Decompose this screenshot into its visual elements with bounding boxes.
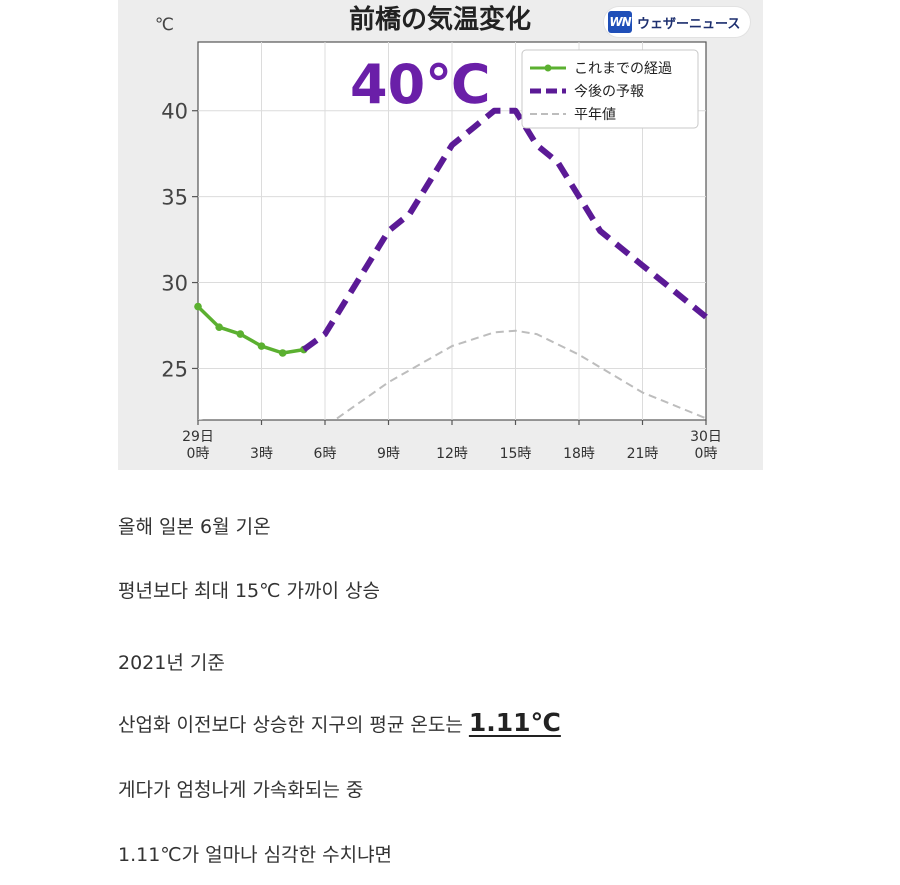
y-tick-label-0: 25 bbox=[161, 357, 188, 381]
emphasis-value: 1.11℃ bbox=[468, 708, 561, 737]
series-1-line bbox=[302, 107, 708, 353]
temperature-chart: 25 30 35 40 29日 0時 3時 6時 9時 12時 15時 18時 21時 30日 0時 ℃ 前橋の… bbox=[118, 0, 763, 470]
peak-annotation: 40℃ bbox=[350, 53, 491, 116]
x-tick-label-0: 0時 bbox=[187, 446, 210, 462]
x-tick-label-2: 6時 bbox=[314, 446, 337, 462]
x-tick-label-7: 21時 bbox=[627, 446, 659, 462]
series-0-point-4 bbox=[278, 349, 287, 357]
legend-label-2: 平年値 bbox=[574, 107, 616, 123]
y-tick-label-2: 35 bbox=[161, 186, 188, 210]
series-0-point-2 bbox=[236, 330, 245, 338]
legend-label-0: これまでの経過 bbox=[574, 61, 672, 77]
x-tick-label-3: 9時 bbox=[377, 446, 400, 462]
x-tick-label-6: 18時 bbox=[563, 446, 595, 462]
series-0-point-1 bbox=[215, 323, 223, 332]
x-tick-label-5: 15時 bbox=[500, 446, 532, 462]
brand-badge: WN ウェザーニュース bbox=[604, 7, 751, 37]
x-tick-label-top-0: 29日 bbox=[182, 429, 214, 445]
x-tick-label-top-8: 30日 bbox=[690, 429, 722, 445]
weathernews-logo-icon: WN bbox=[608, 11, 632, 33]
x-tick-label-1: 3時 bbox=[250, 446, 273, 462]
y-tick-label-3: 40 bbox=[161, 100, 188, 124]
chart-title: 前橋の気温変化 bbox=[349, 4, 531, 35]
x-tick-label-4: 12時 bbox=[436, 446, 468, 462]
legend-marker-0 bbox=[544, 64, 552, 72]
brand-name: ウェザーニュース bbox=[637, 16, 741, 32]
y-tick-label-1: 30 bbox=[161, 272, 188, 296]
article-line-3: 2021년 기준 bbox=[118, 652, 225, 674]
y-unit-label: ℃ bbox=[155, 15, 174, 35]
series-0-point-3 bbox=[257, 342, 266, 350]
article-line-1: 올해 일본 6월 기온 bbox=[118, 516, 271, 538]
x-tick-label-8: 0時 bbox=[695, 446, 718, 462]
article-line-2: 평년보다 최대 15℃ 가까이 상승 bbox=[118, 580, 380, 602]
article-line-4-text: 산업화 이전보다 상승한 지구의 평균 온도는 bbox=[118, 714, 463, 736]
series-0-point-0 bbox=[194, 302, 202, 311]
article-line-5: 게다가 엄청나게 가속화되는 중 bbox=[118, 779, 364, 801]
article-line-6: 1.11℃가 얼마나 심각한 수치냐면 bbox=[118, 844, 393, 866]
article-line-4: 산업화 이전보다 상승한 지구의 평균 온도는 1.11℃ bbox=[118, 708, 561, 737]
legend-label-1: 今後の予報 bbox=[574, 84, 644, 100]
